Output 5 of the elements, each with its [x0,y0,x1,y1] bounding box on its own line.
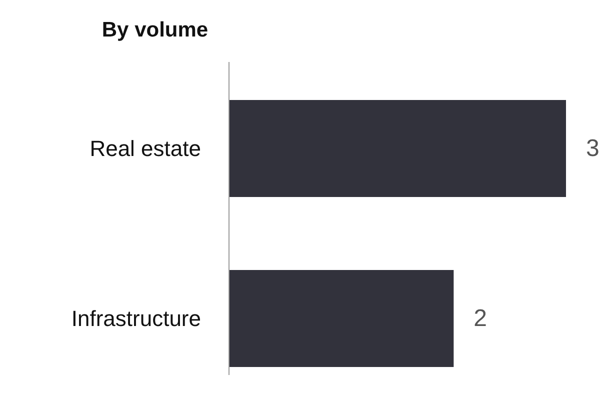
y-tick-label: Real estate [90,136,201,161]
y-tick-label: Infrastructure [71,306,201,331]
data-label: 3 [586,135,600,162]
data-label: 2 [474,305,488,332]
chart-title: By volume [102,18,208,42]
